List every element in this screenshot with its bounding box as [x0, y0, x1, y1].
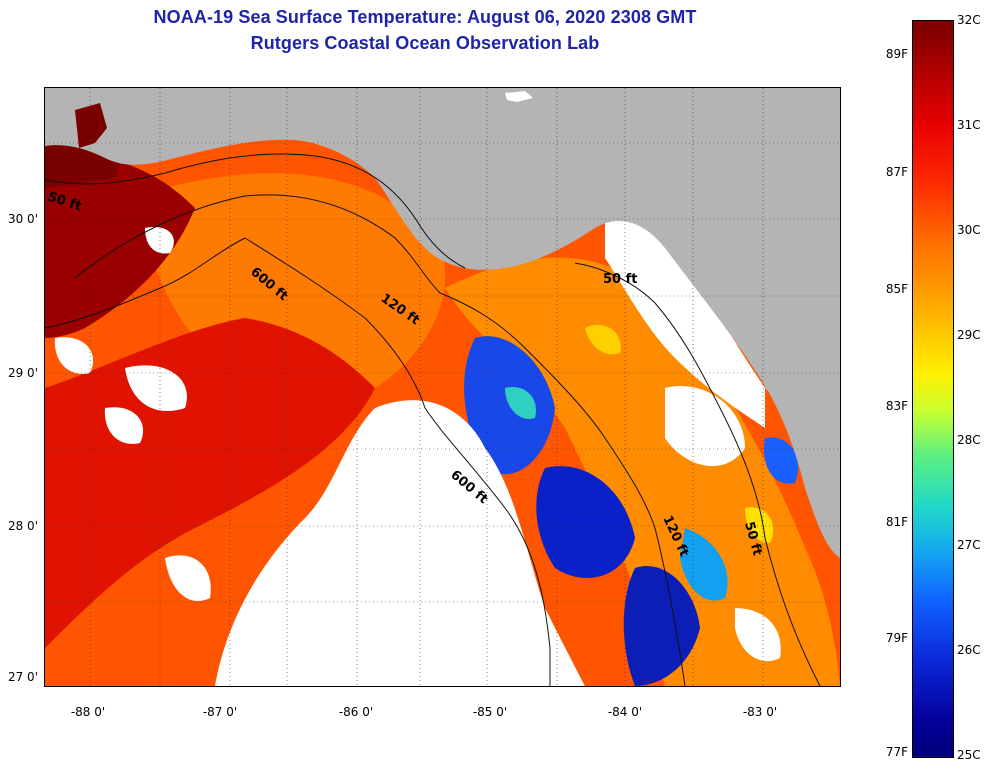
colorbar-fahrenheit-85: 85F [885, 282, 908, 296]
cool-patch-2 [536, 466, 635, 578]
cloud-west-3 [145, 227, 174, 254]
cloud-on-land [505, 91, 533, 102]
colorbar-celsius-30: 30C [957, 223, 981, 237]
colorbar-celsius-29: 29C [957, 328, 981, 342]
lat-label-27: 27 0' [7, 670, 38, 684]
lon-label-83: -83 0' [742, 705, 778, 719]
lon-label-88: -88 0' [70, 705, 106, 719]
colorbar-fahrenheit-87: 87F [885, 165, 908, 179]
orange-east-shelf [445, 257, 840, 686]
lat-label-30: 30 0' [7, 212, 38, 226]
colorbar-fahrenheit-81: 81F [885, 515, 908, 529]
cloud-west-4 [104, 407, 144, 444]
colorbar-celsius-27: 27C [957, 538, 981, 552]
lon-label-84: -84 0' [607, 705, 643, 719]
colorbar-fahrenheit-79: 79F [885, 631, 908, 645]
hot-bay-water [75, 103, 107, 148]
lon-label-86: -86 0' [338, 705, 374, 719]
cool-patch-3 [623, 566, 700, 686]
land-mississippi-delta [45, 88, 79, 138]
lat-label-29: 29 0' [7, 366, 38, 380]
colorbar-fahrenheit-89: 89F [885, 47, 908, 61]
land-gulf-coast [45, 88, 840, 558]
colorbar-fahrenheit-83: 83F [885, 399, 908, 413]
contour-50ft-west [45, 153, 466, 269]
cloud-east-2 [735, 608, 781, 662]
cloud-ne-inland [605, 206, 765, 428]
colorbar-celsius-25: 25C [957, 748, 981, 762]
colorbar-celsius-26: 26C [957, 643, 981, 657]
cloud-south-west [165, 555, 211, 602]
contour-label-50ft-east: 50 ft [603, 272, 638, 287]
sst-map: 50 ft 600 ft 120 ft 50 ft 600 ft 120 ft … [44, 87, 841, 687]
cloud-east-1 [665, 386, 745, 467]
temperature-colorbar [912, 20, 954, 758]
lat-label-28: 28 0' [7, 519, 38, 533]
cloud-west-1 [54, 337, 94, 374]
lon-label-87: -87 0' [202, 705, 238, 719]
warm-yellow-edge-2 [745, 507, 774, 543]
red-band-diagonal [45, 318, 375, 648]
cool-patch-4 [680, 528, 728, 601]
lon-label-85: -85 0' [472, 705, 508, 719]
sst-map-canvas: 50 ft 600 ft 120 ft 50 ft 600 ft 120 ft … [45, 88, 840, 686]
colorbar-celsius-32: 32C [957, 13, 981, 27]
warm-yellow-edge-1 [585, 324, 621, 355]
land-east-coast [765, 88, 840, 548]
map-title: NOAA-19 Sea Surface Temperature: August … [153, 7, 697, 27]
colorbar-celsius-31: 31C [957, 118, 981, 132]
contour-50ft-east [574, 262, 821, 686]
map-subtitle: Rutgers Coastal Ocean Observation Lab [250, 33, 600, 53]
colorbar-fahrenheit-77: 77F [885, 745, 908, 759]
graticule [45, 88, 840, 686]
cloud-central [215, 400, 585, 686]
cloud-west-2 [125, 365, 187, 412]
colorbar-celsius-28: 28C [957, 433, 981, 447]
cool-patch-6 [505, 387, 536, 419]
contour-600ft [45, 237, 551, 686]
contour-120ft [74, 194, 686, 686]
